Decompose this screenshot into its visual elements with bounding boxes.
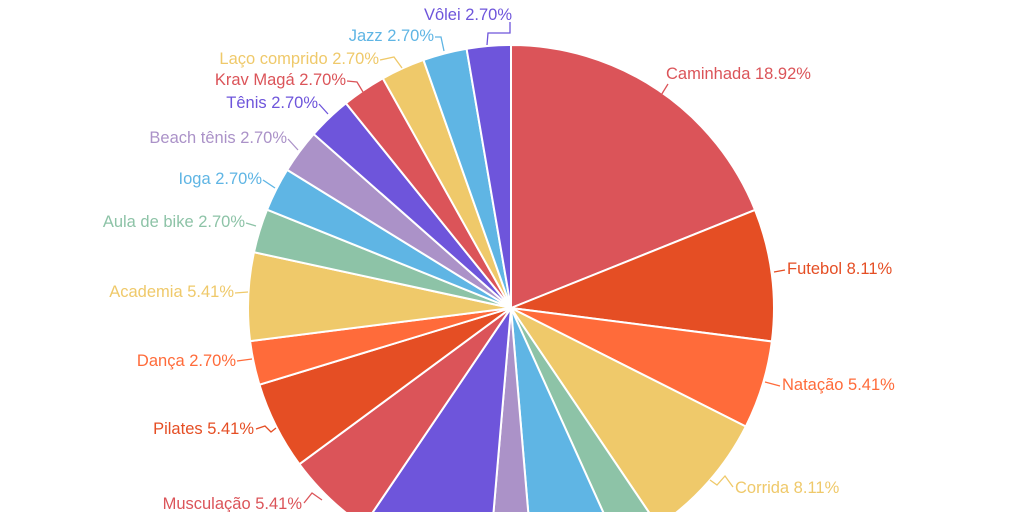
leader-line	[709, 474, 734, 488]
slice-label: Krav Magá 2.70%	[215, 71, 346, 89]
slice-label: Tênis 2.70%	[226, 94, 318, 112]
slice-label: Dança 2.70%	[137, 352, 236, 370]
leader-line	[654, 83, 669, 106]
leader-line	[435, 36, 445, 52]
slice-label: Caminhada 18.92%	[666, 65, 811, 83]
slice-label: Musculação 5.41%	[163, 495, 303, 512]
leader-line	[346, 80, 364, 93]
pie-slice-unlabeled-6[interactable]	[489, 307, 534, 512]
pie-slice-caminhada[interactable]	[510, 44, 757, 309]
leader-line	[764, 381, 781, 387]
slice-label: Natação 5.41%	[782, 376, 895, 394]
pie-slice-unlabeled-5[interactable]	[510, 307, 619, 512]
label-leaders	[234, 22, 786, 504]
leader-line	[379, 56, 403, 69]
pie-slices	[247, 44, 775, 512]
leader-line	[262, 179, 276, 189]
slice-label: Ioga 2.70%	[179, 170, 263, 188]
slice-label: Futebol 8.11%	[787, 260, 893, 278]
leader-line	[318, 103, 329, 115]
slice-label: Beach tênis 2.70%	[149, 129, 287, 147]
slice-label: Jazz 2.70%	[349, 27, 435, 45]
leader-line	[236, 358, 253, 362]
slice-label: Laço comprido 2.70%	[219, 50, 379, 68]
pie-slice-unlabeled-7[interactable]	[364, 307, 512, 512]
leader-line	[255, 425, 277, 433]
slice-label: Academia 5.41%	[109, 283, 234, 301]
leader-line	[234, 291, 249, 294]
leader-line	[287, 138, 299, 151]
pie-slice-futebol[interactable]	[510, 208, 775, 343]
pie-slice-v-lei[interactable]	[465, 44, 512, 309]
leader-line	[245, 222, 257, 227]
leader-line	[486, 22, 511, 46]
slice-label: Pilates 5.41%	[153, 420, 254, 438]
pie-slice-corrida[interactable]	[510, 307, 747, 512]
slice-label: Vôlei 2.70%	[424, 6, 512, 24]
slice-label: Corrida 8.11%	[735, 479, 840, 497]
slice-labels: Caminhada 18.92% Futebol 8.11% Natação 5.4…	[103, 6, 895, 512]
leader-line	[773, 269, 786, 273]
slice-label: Aula de bike 2.70%	[103, 213, 246, 231]
leader-line	[303, 492, 323, 504]
pie-slice-unlabeled-4[interactable]	[510, 307, 658, 512]
